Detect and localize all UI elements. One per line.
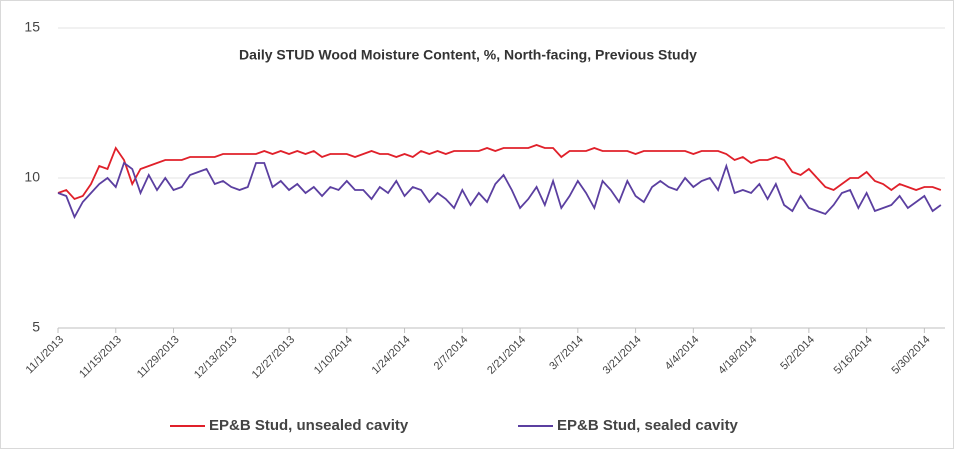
chart-title: Daily STUD Wood Moisture Content, %, Nor…	[239, 47, 697, 63]
x-tick-label: 12/13/2013	[192, 334, 239, 381]
x-tick-label: 11/1/2013	[24, 334, 67, 377]
x-tick-label: 4/18/2014	[716, 334, 759, 377]
y-tick-label: 10	[24, 169, 40, 185]
x-tick-label: 2/7/2014	[432, 334, 471, 373]
series-line	[57, 161, 942, 220]
x-tick-label: 1/10/2014	[312, 334, 355, 377]
legend-label: EP&B Stud, sealed cavity	[557, 417, 739, 434]
y-tick-label: 15	[24, 19, 40, 35]
y-tick-label: 5	[32, 319, 40, 335]
x-tick-label: 5/30/2014	[889, 334, 932, 377]
x-tick-label: 4/4/2014	[663, 334, 702, 373]
x-tick-label: 1/24/2014	[370, 334, 413, 377]
series-line	[57, 144, 942, 201]
x-tick-label: 2/21/2014	[485, 334, 528, 377]
x-tick-label: 3/21/2014	[601, 334, 644, 377]
x-tick-label: 5/16/2014	[832, 334, 875, 377]
x-tick-label: 3/7/2014	[547, 334, 586, 373]
legend-label: EP&B Stud, unsealed cavity	[209, 417, 409, 434]
x-tick-label: 11/15/2013	[77, 334, 124, 381]
x-tick-label: 5/2/2014	[778, 334, 817, 373]
x-tick-label: 12/27/2013	[250, 334, 297, 381]
x-tick-label: 11/29/2013	[135, 334, 182, 381]
